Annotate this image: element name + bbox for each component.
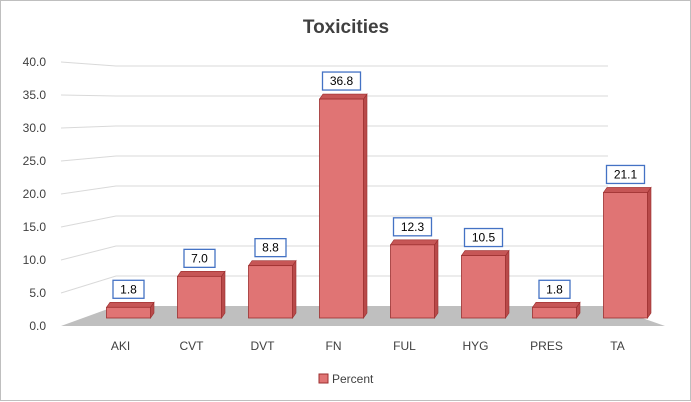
bar [602,186,652,319]
gridline [60,215,608,228]
bar [105,301,155,319]
data-label: 8.8 [254,237,287,258]
data-label-text: 1.8 [120,282,137,296]
data-label-text: 1.8 [546,282,563,296]
bar-top [389,239,439,246]
x-tick-label: FN [326,339,342,353]
y-tick-label: 25.0 [23,154,47,168]
gridline [60,94,608,97]
bar-top [318,93,368,100]
x-tick-label: HYG [462,339,488,353]
gridline [60,185,608,195]
data-label: 21.1 [605,164,646,185]
bar-top [247,260,297,266]
gridline [60,275,608,294]
bar [389,238,439,319]
x-tick-label: DVT [251,339,276,353]
legend-label: Percent [332,372,374,386]
bar-top [460,250,510,256]
data-labels: 1.8 7.0 8.8 36.8 12.3 10.5 1.8 21.1 [112,71,646,299]
data-label-box [112,279,145,299]
data-label-text: 12.3 [401,220,425,234]
y-axis: 0.0 5.0 10.0 15.0 20.0 25.0 30.0 35.0 40.0 [23,55,47,333]
gridline [60,61,608,67]
data-label-box [538,279,571,299]
data-label: 1.8 [538,279,571,299]
bar [176,270,226,319]
bars [105,93,652,319]
data-label-box [321,71,362,91]
bar-front [177,275,222,319]
bar-front [248,265,293,319]
gridline [60,125,608,129]
data-label-box [463,227,504,248]
bar-front [106,306,151,319]
bar-front [532,306,577,319]
data-label-box [605,164,646,185]
y-tick-label: 5.0 [29,286,46,300]
bar-side [647,186,652,319]
data-label: 1.8 [112,279,145,299]
data-label-text: 10.5 [472,231,496,245]
data-label: 7.0 [183,248,216,269]
bar-front [319,98,364,319]
bar-top [602,187,652,193]
data-label-text: 36.8 [330,74,354,88]
x-tick-label: TA [610,339,624,353]
x-tick-label: FUL [393,339,416,353]
y-tick-label: 15.0 [23,220,47,234]
bar-side [292,259,297,319]
bar-top [531,301,581,308]
data-label: 10.5 [463,227,504,248]
y-tick-label: 10.0 [23,253,47,267]
y-tick-label: 40.0 [23,55,47,69]
bar-side [434,238,439,319]
data-label-text: 8.8 [262,241,279,255]
y-tick-label: 20.0 [23,187,47,201]
gridlines [60,61,608,294]
bar-side [221,270,226,319]
x-tick-label: AKI [111,339,130,353]
bar-front [390,244,435,319]
data-label-box [392,217,433,237]
data-label-text: 21.1 [614,167,638,181]
y-tick-label: 30.0 [23,121,47,135]
gridline [60,245,608,261]
x-axis: AKI CVT DVT FN FUL HYG PRES TA [111,339,625,353]
bar [318,93,368,319]
bar [247,259,297,319]
data-label-box [254,237,287,258]
data-label-text: 7.0 [191,251,208,265]
data-label: 12.3 [392,217,433,237]
data-label: 36.8 [321,71,362,91]
chart-title: Toxicities [303,17,389,38]
bar-front [461,255,506,319]
bar [531,301,581,319]
x-tick-label: CVT [180,339,205,353]
y-tick-label: 35.0 [23,88,47,102]
bar-side [505,249,510,319]
bar [460,249,510,319]
legend: Percent [318,372,374,386]
bar-top [105,301,155,308]
bar-front [603,192,648,319]
data-label-box [183,248,216,269]
x-tick-label: PRES [530,339,563,353]
bar-side [363,93,368,319]
legend-swatch [318,373,329,384]
bar-top [176,271,226,277]
gridline [60,155,608,162]
y-tick-label: 0.0 [29,319,46,333]
